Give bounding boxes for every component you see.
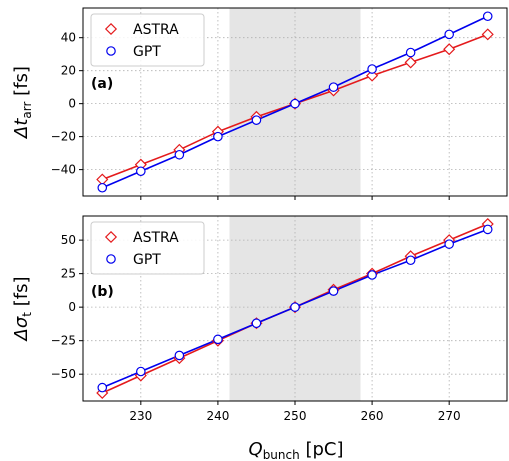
- data-point-gpt: [444, 29, 454, 40]
- y-tick-label: −25: [51, 334, 76, 348]
- data-point-gpt: [367, 270, 377, 280]
- data-point-gpt: [290, 98, 300, 109]
- legend-label-astra: ASTRA: [133, 22, 179, 38]
- y-tick-label: 25: [61, 267, 76, 281]
- legend-box: [90, 13, 205, 67]
- x-axis-label-main: Q: [249, 439, 263, 460]
- data-point-gpt: [482, 11, 493, 22]
- data-point-gpt: [328, 286, 339, 296]
- data-point-astra: [443, 43, 456, 56]
- y-axis-label-sub: t: [20, 312, 34, 317]
- y-tick-label: −20: [51, 130, 76, 144]
- y-axis-label-sub: arr: [20, 101, 34, 118]
- x-axis-label: Qbunch [pC]: [249, 439, 344, 461]
- y-tick-label: 0: [68, 300, 76, 314]
- data-point-gpt: [136, 366, 146, 377]
- x-tick-label: 240: [206, 409, 229, 423]
- x-axis-label-sub: bunch: [263, 448, 300, 461]
- panel-b: −50 −25 0 25 50 230 240 250 260 270 Δσt [fs] ASTRA G…: [11, 215, 508, 423]
- x-tick-label: 250: [284, 409, 307, 423]
- x-tick-label: 270: [438, 409, 461, 423]
- y-tick-label: 20: [61, 64, 76, 78]
- data-point-gpt: [97, 182, 108, 193]
- data-point-gpt: [136, 166, 146, 177]
- legend-box: [90, 221, 205, 275]
- data-point-gpt: [213, 131, 223, 142]
- data-point-gpt: [251, 318, 262, 329]
- legend-marker-astra: [104, 230, 118, 244]
- data-point-gpt: [482, 224, 493, 235]
- data-point-astra: [366, 69, 379, 82]
- legend-marker-astra: [104, 22, 118, 36]
- y-axis-label: Δtarr [fs]: [11, 66, 34, 140]
- data-point-gpt: [367, 64, 377, 74]
- data-point-gpt: [174, 149, 185, 160]
- legend-marker-gpt: [106, 46, 116, 56]
- legend-label-gpt: GPT: [133, 252, 161, 268]
- data-point-gpt: [251, 115, 262, 125]
- legend-label-gpt: GPT: [133, 44, 161, 60]
- x-tick-label: 260: [361, 409, 384, 423]
- y-axis-label-unit: [fs]: [11, 66, 32, 101]
- x-axis-label-unit: [pC]: [300, 439, 344, 460]
- data-point-gpt: [405, 47, 416, 58]
- data-point-gpt: [328, 82, 339, 92]
- y-tick-label: 50: [61, 233, 76, 247]
- data-point-gpt: [174, 350, 185, 361]
- y-tick-label: 0: [68, 97, 76, 111]
- panel-a: −40 −20 0 20 40 Δtarr [fs] ASTRA GPT (a): [11, 7, 508, 200]
- panel-tag: (b): [91, 284, 114, 300]
- data-point-gpt: [97, 382, 108, 393]
- y-axis-label-unit: [fs]: [11, 277, 32, 312]
- data-point-gpt: [444, 239, 454, 249]
- data-point-gpt: [290, 302, 300, 312]
- x-tick-label: 230: [129, 409, 152, 423]
- data-point-astra: [481, 28, 494, 41]
- data-point-gpt: [213, 334, 223, 345]
- y-tick-label: −40: [51, 163, 76, 177]
- data-point-gpt: [405, 255, 416, 266]
- data-point-astra: [404, 56, 417, 69]
- legend-label-astra: ASTRA: [133, 230, 179, 246]
- panel-tag: (a): [91, 76, 113, 92]
- y-axis-label-main: Δσ: [11, 316, 32, 342]
- y-tick-label: 40: [61, 31, 76, 45]
- y-axis-label: Δσt [fs]: [11, 277, 34, 343]
- legend-marker-gpt: [106, 254, 116, 264]
- y-axis-label-main: Δt: [11, 118, 32, 140]
- y-tick-label: −50: [51, 367, 76, 381]
